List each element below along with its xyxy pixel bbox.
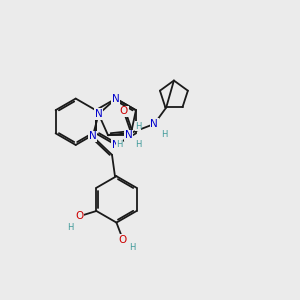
Text: O: O (119, 235, 127, 245)
Text: H: H (130, 243, 136, 252)
Text: O: O (120, 106, 128, 116)
Text: H: H (135, 140, 141, 149)
Text: H: H (116, 140, 122, 149)
Text: H: H (68, 223, 74, 232)
Text: O: O (75, 211, 83, 221)
Text: H: H (135, 122, 141, 130)
Text: N: N (95, 109, 103, 119)
Text: H: H (161, 130, 168, 140)
Text: N: N (89, 131, 97, 141)
Text: N: N (112, 140, 120, 150)
Text: N: N (112, 94, 120, 103)
Text: N: N (125, 130, 133, 140)
Text: N: N (150, 119, 158, 129)
